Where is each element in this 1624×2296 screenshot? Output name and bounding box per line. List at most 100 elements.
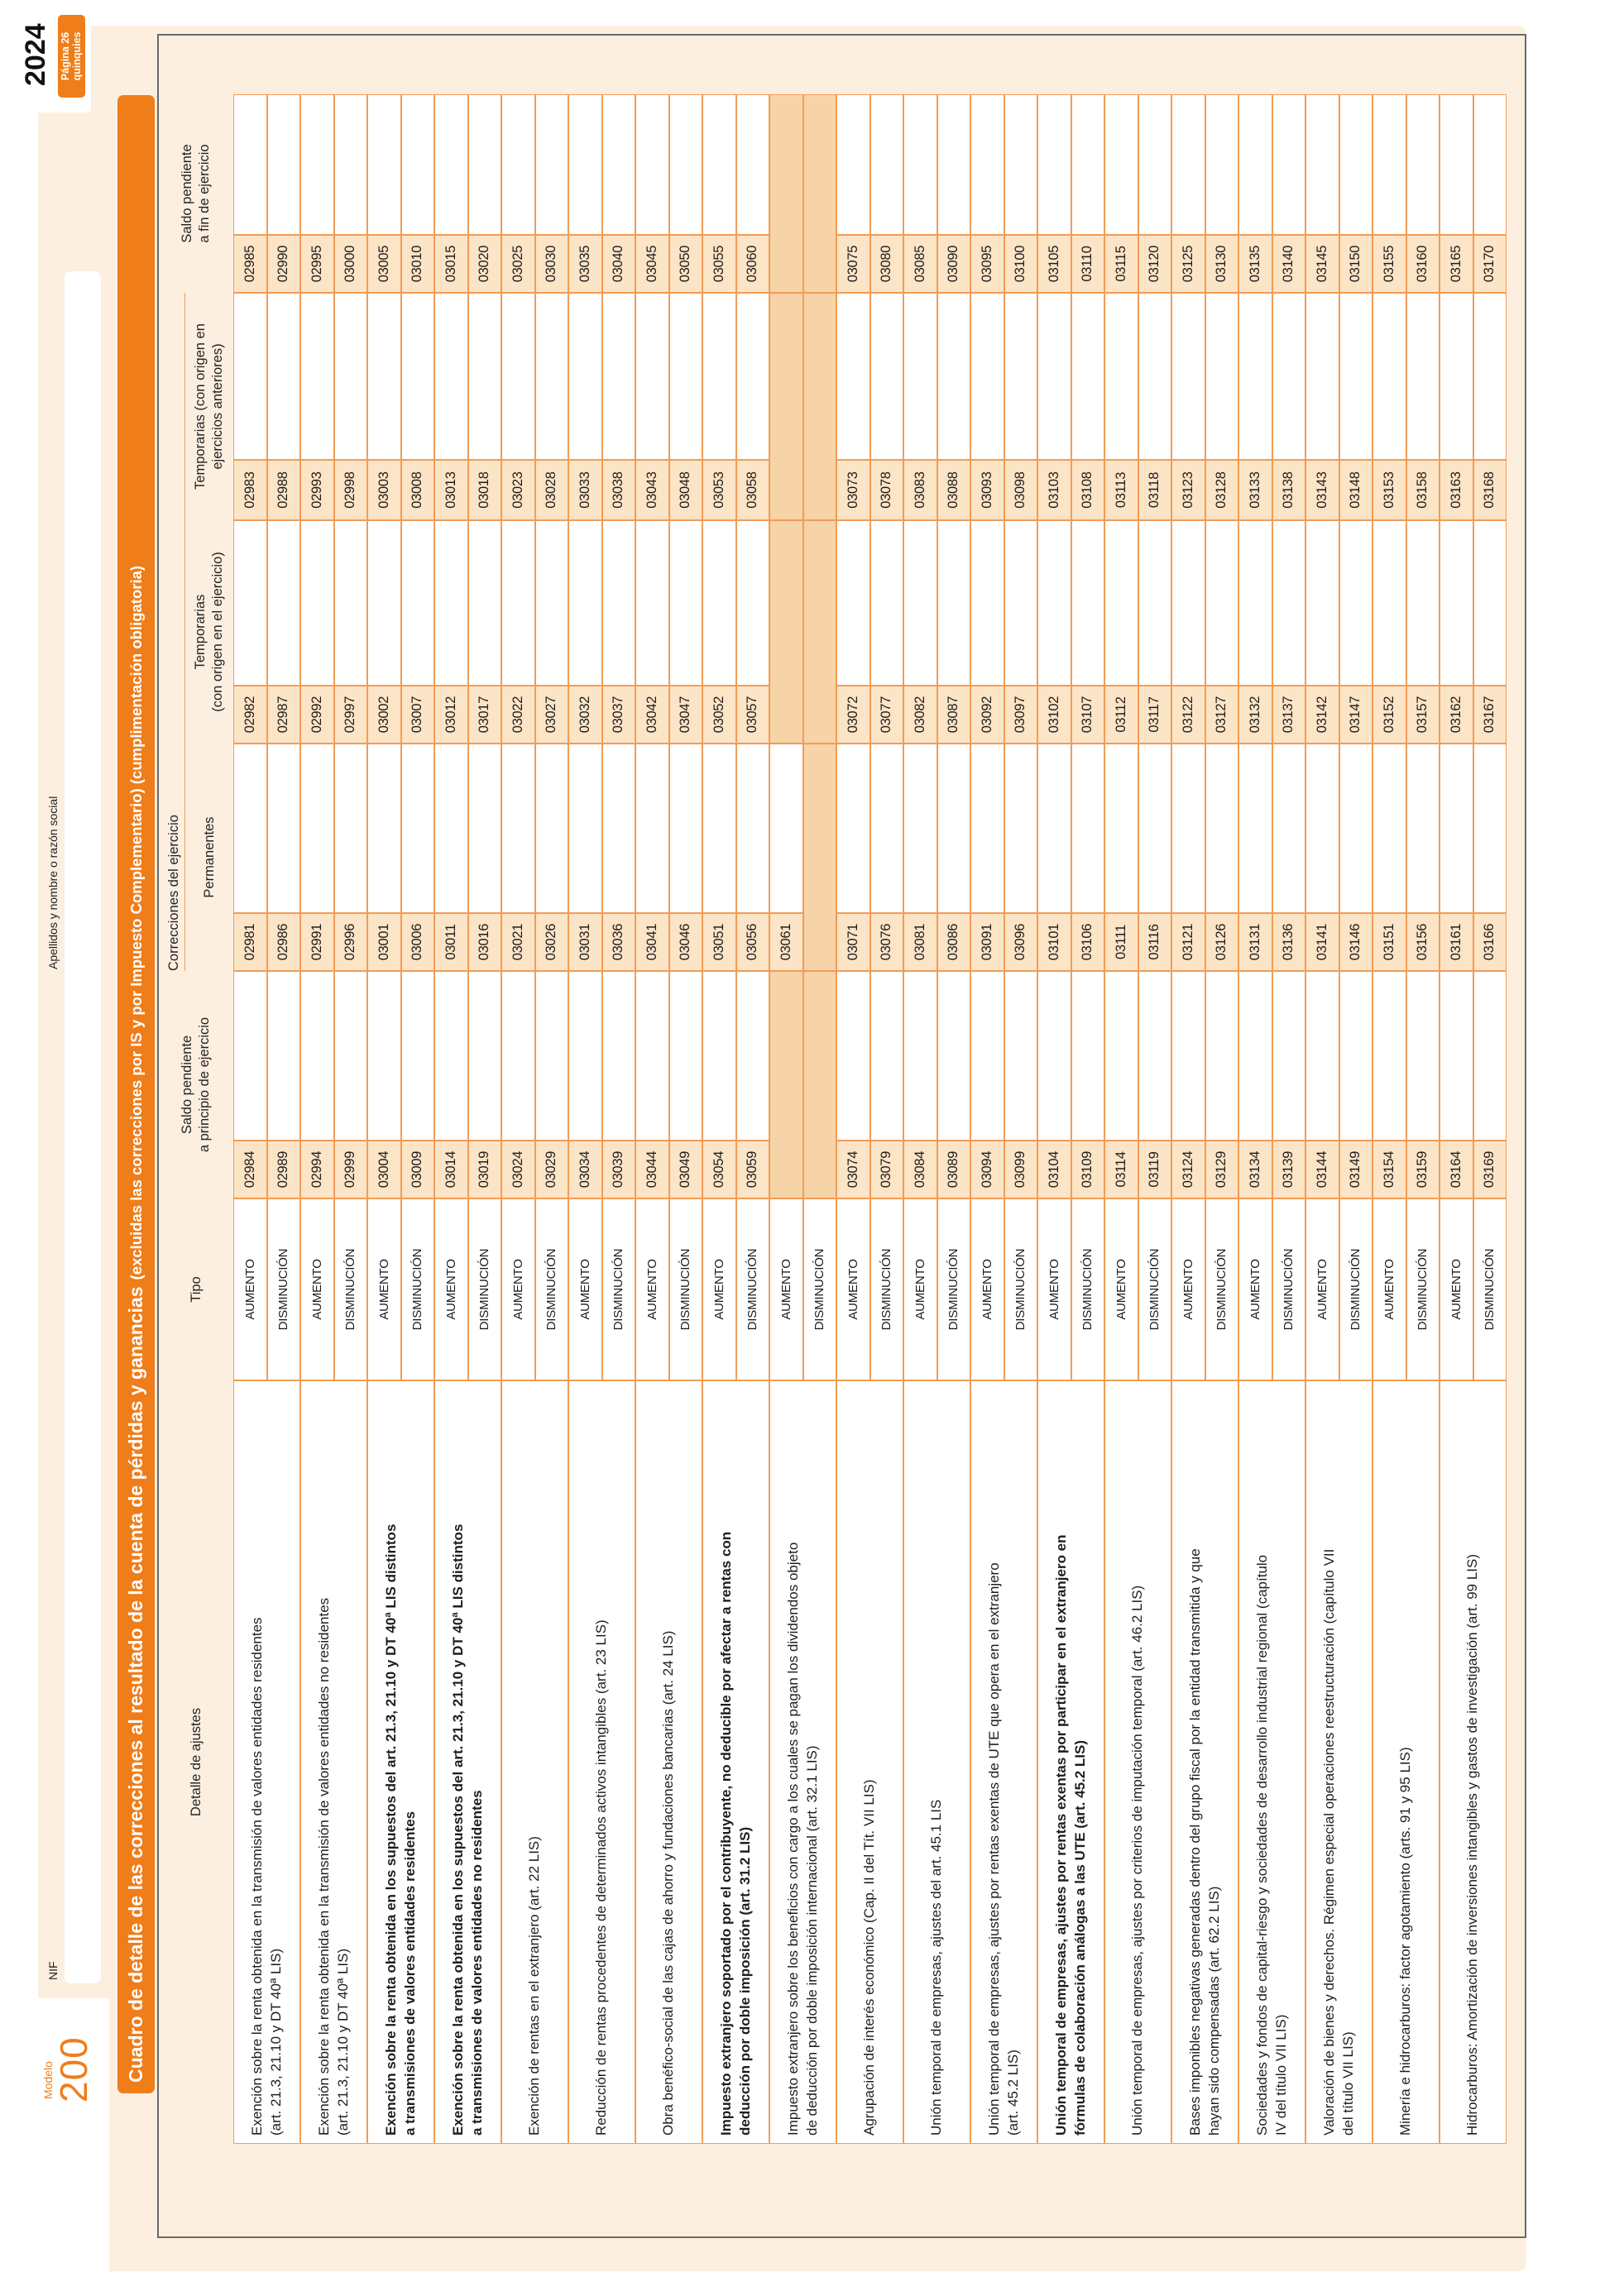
- nif-name-input[interactable]: [65, 271, 101, 1983]
- row-label: Exención sobre la renta obtenida en la t…: [300, 1380, 367, 2144]
- value-cell-temp_ant: [467, 293, 501, 460]
- table-row: Exención sobre la renta obtenida en los …: [434, 36, 501, 2236]
- value-cell-temp_ant: [970, 293, 1004, 460]
- value-cell-perm: [333, 744, 367, 913]
- value-cell-temp_ej: [568, 520, 602, 686]
- row-label-line: a transmisiones de valores entidades no …: [468, 1790, 485, 2136]
- value-cell-perm: [937, 744, 970, 913]
- value-cell-saldo_ini: [1372, 971, 1406, 1141]
- code-box-saldo_fin: 03020: [467, 235, 501, 293]
- code-box-saldo_ini: 03114: [1104, 1141, 1138, 1198]
- code-box-saldo_ini: 02989: [266, 1141, 300, 1198]
- value-cell-perm: [1238, 744, 1272, 913]
- disabled-cell-temp_ant: [769, 293, 803, 520]
- value-cell-temp_ej: [501, 520, 535, 686]
- value-cell-temp_ant: [1305, 293, 1339, 460]
- code-box-perm: 03121: [1171, 913, 1205, 971]
- value-cell-saldo_fin: [1037, 94, 1071, 235]
- row-label: Exención sobre la renta obtenida en los …: [367, 1380, 434, 2144]
- value-cell-saldo_fin: [601, 94, 635, 235]
- value-cell-temp_ej: [534, 520, 568, 686]
- code-box-temp_ant: 03038: [601, 460, 635, 520]
- code-box-perm: 03136: [1272, 913, 1305, 971]
- code-box-saldo_ini: 03154: [1372, 1141, 1406, 1198]
- row-label-line: Hidrocarburos: Amortización de inversion…: [1464, 1553, 1481, 2136]
- table-row: Unión temporal de empresas, ajustes por …: [970, 36, 1037, 2236]
- value-cell-temp_ant: [668, 293, 702, 460]
- value-cell-saldo_fin: [1171, 94, 1205, 235]
- row-label-line: Obra benéfico-social de las cajas de aho…: [660, 1630, 677, 2136]
- code-box-temp_ej: 03097: [1004, 686, 1037, 744]
- value-cell-temp_ej: [434, 520, 468, 686]
- value-cell-saldo_ini: [635, 971, 669, 1141]
- row-label-line: Agrupación de interés económico (Cap. II…: [861, 1779, 878, 2136]
- tipo-aumento-cell: AUMENTO: [1171, 1198, 1205, 1380]
- value-cell-saldo_ini: [266, 971, 300, 1141]
- value-cell-perm: [1138, 744, 1171, 913]
- code-box-saldo_ini: 03059: [735, 1141, 769, 1198]
- code-box-temp_ant: 03058: [735, 460, 769, 520]
- code-box-temp_ant: 03003: [367, 460, 401, 520]
- code-box-saldo_fin: 03090: [937, 235, 970, 293]
- row-label-line: del título VII LIS): [1339, 2031, 1356, 2136]
- code-box-saldo_fin: 03050: [668, 235, 702, 293]
- tipo-aumento-cell: AUMENTO: [1372, 1198, 1406, 1380]
- value-cell-saldo_ini: [1305, 971, 1339, 1141]
- value-cell-perm: [601, 744, 635, 913]
- code-box-temp_ant: 03138: [1272, 460, 1305, 520]
- row-label: Exención de rentas en el extranjero (art…: [501, 1380, 568, 2144]
- code-box-saldo_ini: 03094: [970, 1141, 1004, 1198]
- code-box-saldo_fin: 03015: [434, 235, 468, 293]
- row-label-line: Exención sobre la renta obtenida en la t…: [315, 1597, 332, 2136]
- value-cell-temp_ej: [1138, 520, 1171, 686]
- code-box-saldo_fin: 03145: [1305, 235, 1339, 293]
- section-title-bar: Cuadro de detalle de las correcciones al…: [117, 95, 155, 2093]
- value-cell-temp_ej: [400, 520, 434, 686]
- table-row: Exención de rentas en el extranjero (art…: [501, 36, 568, 2236]
- value-cell-saldo_fin: [501, 94, 535, 235]
- code-box-saldo_ini: 03029: [534, 1141, 568, 1198]
- code-box-saldo_fin: 03040: [601, 235, 635, 293]
- code-box-perm: 03131: [1238, 913, 1272, 971]
- disabled-cell-saldo_ini: [769, 971, 803, 1198]
- value-cell-perm: [400, 744, 434, 913]
- code-box-perm: 02991: [300, 913, 334, 971]
- value-cell-perm: [869, 744, 903, 913]
- row-label-line: Unión temporal de empresas, ajustes por …: [1052, 1534, 1069, 2136]
- code-box-saldo_ini: 03054: [702, 1141, 736, 1198]
- code-box-temp_ant: 03083: [903, 460, 937, 520]
- value-cell-temp_ej: [467, 520, 501, 686]
- code-box-saldo_fin: 03010: [400, 235, 434, 293]
- code-box-saldo_ini: 03134: [1238, 1141, 1272, 1198]
- name-label: Apellidos y nombre o razón social: [46, 796, 60, 969]
- code-box-temp_ej: 03037: [601, 686, 635, 744]
- value-cell-saldo_fin: [1406, 94, 1440, 235]
- code-box-saldo_fin: 03160: [1406, 235, 1440, 293]
- table-row: Unión temporal de empresas, ajustes por …: [1037, 36, 1104, 2236]
- table-row: Minería e hidrocarburos: factor agotamie…: [1372, 36, 1440, 2236]
- row-label: Unión temporal de empresas, ajustes del …: [903, 1380, 970, 2144]
- value-cell-temp_ant: [937, 293, 970, 460]
- value-cell-perm: [735, 744, 769, 913]
- value-cell-saldo_ini: [300, 971, 334, 1141]
- value-cell-saldo_fin: [635, 94, 669, 235]
- table-row: Unión temporal de empresas, ajustes del …: [903, 36, 970, 2236]
- row-label-line: Impuesto extranjero sobre los beneficios…: [784, 1542, 801, 2136]
- code-box-temp_ej: 02982: [233, 686, 267, 744]
- tipo-aumento-cell: AUMENTO: [702, 1198, 736, 1380]
- value-cell-temp_ej: [1004, 520, 1037, 686]
- code-box-temp_ej: 03047: [668, 686, 702, 744]
- code-box-temp_ej: 03107: [1071, 686, 1104, 744]
- value-cell-saldo_fin: [869, 94, 903, 235]
- code-box-perm: 03091: [970, 913, 1004, 971]
- code-box-temp_ej: 03122: [1171, 686, 1205, 744]
- row-label: Valoración de bienes y derechos. Régimen…: [1305, 1380, 1372, 2144]
- disabled-cell-temp_ej: [769, 520, 803, 744]
- value-cell-temp_ant: [1004, 293, 1037, 460]
- row-label: Unión temporal de empresas, ajustes por …: [970, 1380, 1037, 2144]
- code-box-perm: 03021: [501, 913, 535, 971]
- tipo-disminucion-cell: DISMINUCIÓN: [1272, 1198, 1305, 1380]
- tipo-aumento-cell: AUMENTO: [1037, 1198, 1071, 1380]
- tipo-aumento-cell: AUMENTO: [1238, 1198, 1272, 1380]
- row-label: Unión temporal de empresas, ajustes por …: [1104, 1380, 1171, 2144]
